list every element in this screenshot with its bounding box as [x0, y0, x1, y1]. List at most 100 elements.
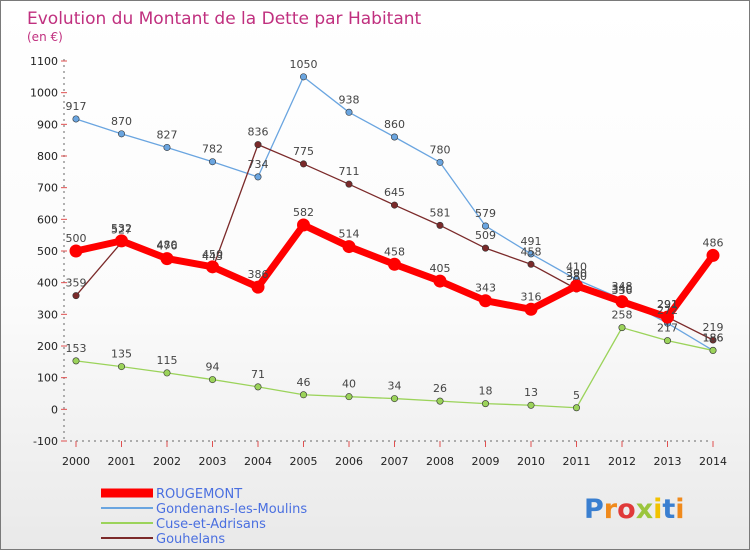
legend-label: ROUGEMONT: [156, 487, 242, 502]
x-tick-label: 2006: [335, 455, 363, 468]
data-label: 486: [703, 236, 724, 249]
series-layer: [69, 73, 720, 412]
x-tick-label: 2000: [62, 455, 90, 468]
data-label: 18: [479, 385, 493, 398]
data-point: [527, 260, 535, 268]
x-tick-label: 2002: [153, 455, 181, 468]
data-label: 186: [703, 331, 724, 344]
y-tick-label: 600: [37, 213, 58, 226]
data-label: 13: [524, 386, 538, 399]
data-label: 359: [66, 277, 87, 290]
data-point: [206, 260, 219, 274]
data-point: [433, 274, 447, 288]
y-tick-label: 1100: [30, 55, 58, 68]
data-label: 443: [202, 250, 223, 263]
data-label: 291: [657, 298, 678, 311]
data-point: [345, 393, 353, 401]
data-point: [390, 133, 398, 141]
data-point: [481, 400, 489, 408]
data-label: 532: [111, 222, 132, 235]
data-label: 491: [521, 235, 542, 248]
data-point: [618, 324, 626, 332]
data-point: [388, 257, 401, 271]
data-label: 153: [66, 342, 87, 355]
x-tick-label: 2005: [290, 455, 318, 468]
data-label: 480: [157, 238, 178, 251]
data-label: 46: [297, 376, 311, 389]
data-label: 386: [248, 268, 269, 281]
y-tick-label: 900: [37, 118, 58, 131]
data-label: 1050: [290, 58, 318, 71]
x-tick-label: 2007: [381, 455, 409, 468]
y-tick-label: 200: [37, 340, 58, 353]
data-point: [160, 252, 174, 266]
data-labels: 9178708277827341050938860780579491410348…: [66, 58, 724, 402]
data-label: 258: [612, 309, 633, 322]
data-label: 380: [566, 270, 587, 283]
data-point: [342, 240, 356, 254]
data-point: [345, 108, 353, 116]
x-tick-label: 2014: [699, 455, 727, 468]
data-point: [481, 222, 489, 230]
data-label: 581: [430, 206, 451, 219]
data-point: [209, 376, 217, 384]
data-label: 410: [566, 261, 587, 274]
data-label: 272: [657, 304, 678, 317]
data-label: 219: [703, 321, 724, 334]
x-tick-label: 2011: [563, 455, 591, 468]
data-label: 458: [384, 245, 405, 258]
data-label: 775: [293, 145, 314, 158]
data-point: [706, 248, 720, 262]
data-point: [118, 130, 126, 138]
y-tick-label: 700: [37, 182, 58, 195]
x-tick-label: 2008: [426, 455, 454, 468]
data-label: 186: [703, 331, 724, 344]
data-point: [251, 280, 265, 294]
data-point: [527, 250, 535, 258]
legend: ROUGEMONTGondenans-les-MoulinsCuse-et-Ad…: [101, 487, 307, 547]
data-point: [709, 346, 717, 354]
y-tick-label: 0: [51, 403, 58, 416]
data-point: [254, 173, 262, 181]
y-tick-label: 800: [37, 150, 58, 163]
data-label: 514: [339, 228, 360, 241]
y-tick-label: -100: [33, 435, 58, 448]
data-label: 527: [111, 223, 132, 236]
data-label: 476: [157, 240, 178, 253]
x-tick-label: 2012: [608, 455, 636, 468]
data-label: 336: [612, 284, 633, 297]
data-point: [390, 395, 398, 403]
data-point: [297, 218, 310, 232]
data-label: 870: [111, 115, 132, 128]
data-point: [299, 73, 307, 81]
data-label: 509: [475, 229, 496, 242]
data-point: [570, 279, 583, 293]
y-axis: -100 0 100 200 300 400 500 600 700 800 900 1000 1100: [30, 55, 67, 448]
data-label: 71: [251, 368, 265, 381]
data-point: [163, 369, 171, 377]
data-label: 938: [339, 93, 360, 106]
data-label: 860: [384, 118, 405, 131]
data-point: [254, 141, 262, 149]
data-label: 582: [293, 206, 314, 219]
data-label: 343: [475, 282, 496, 295]
data-label: 917: [66, 100, 87, 113]
data-label: 340: [612, 283, 633, 296]
data-label: 26: [433, 382, 447, 395]
x-tick-label: 2010: [517, 455, 545, 468]
svg-text:Proxiti: Proxiti: [584, 494, 685, 525]
data-point: [69, 244, 83, 258]
y-tick-label: 1000: [30, 87, 58, 100]
legend-label: Gondenans-les-Moulins: [156, 502, 307, 517]
x-axis: 2000 2001 2002 2003 2004 2005 2006 2007 2008 2009…: [62, 441, 727, 468]
data-point: [481, 244, 489, 252]
data-point: [572, 404, 580, 412]
x-tick-label: 2013: [654, 455, 682, 468]
data-label: 836: [248, 126, 269, 139]
data-point: [663, 337, 671, 345]
y-tick-label: 500: [37, 245, 58, 258]
chart-subtitle: (en €): [27, 30, 63, 44]
chart-title: Evolution du Montant de la Dette par Hab…: [27, 9, 422, 29]
data-point: [479, 294, 492, 308]
